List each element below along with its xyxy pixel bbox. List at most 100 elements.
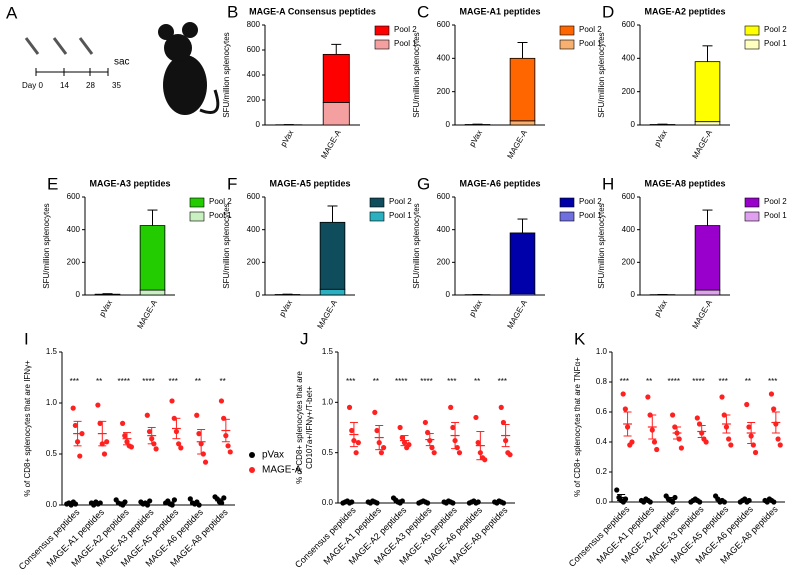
significance: *** bbox=[620, 377, 629, 386]
bar-segment bbox=[694, 61, 721, 123]
legend-swatch bbox=[189, 197, 205, 208]
significance: *** bbox=[768, 377, 777, 386]
data-point bbox=[429, 445, 435, 451]
error-bar bbox=[716, 498, 725, 503]
data-point bbox=[169, 398, 175, 404]
y-tick-label: 0 bbox=[256, 290, 261, 299]
data-point bbox=[97, 420, 103, 426]
error-bar bbox=[419, 500, 428, 504]
y-tick-label: 400 bbox=[622, 53, 636, 62]
bar-segment bbox=[319, 288, 346, 296]
syringe bbox=[78, 37, 94, 55]
legend-label: MAGE-A bbox=[262, 465, 302, 476]
data-point bbox=[77, 453, 83, 459]
data-point bbox=[353, 450, 359, 456]
legend-swatch bbox=[369, 211, 385, 222]
data-point bbox=[473, 414, 479, 421]
bar-segment bbox=[139, 289, 166, 296]
error-bar bbox=[702, 45, 713, 62]
error-bar bbox=[166, 501, 175, 505]
y-tick-label: 0.0 bbox=[596, 497, 608, 506]
legend-label: Pool 2 bbox=[579, 197, 602, 206]
y-axis-label: SFU/million splenocytes bbox=[412, 32, 421, 117]
legend-label: Pool 1 bbox=[389, 211, 412, 220]
error-bar bbox=[747, 422, 756, 444]
data-point bbox=[448, 404, 454, 410]
y-tick-label: 400 bbox=[247, 70, 261, 79]
data-point bbox=[187, 496, 193, 502]
error-bar bbox=[368, 500, 377, 504]
legend-swatch bbox=[559, 39, 575, 50]
legend-marker bbox=[249, 467, 255, 473]
error-bar bbox=[215, 498, 224, 502]
panel-letter: D bbox=[602, 2, 614, 21]
error-bar bbox=[517, 218, 528, 233]
error-bar bbox=[197, 429, 206, 455]
y-tick-label: 0.5 bbox=[322, 448, 334, 457]
significance: ** bbox=[195, 377, 201, 386]
data-point bbox=[744, 401, 750, 408]
legend-label: Pool 2 bbox=[209, 197, 232, 206]
event-label: sac bbox=[114, 57, 130, 68]
y-axis-label: SFU/million splenocytes bbox=[597, 32, 606, 117]
y-tick-label: 0 bbox=[446, 120, 451, 129]
y-tick-label: 200 bbox=[622, 87, 636, 96]
error-bar bbox=[617, 494, 626, 501]
x-tick-label: pVax bbox=[279, 129, 296, 149]
legend-swatch bbox=[374, 25, 390, 36]
data-point bbox=[372, 409, 378, 415]
data-point bbox=[614, 487, 620, 493]
error-bar bbox=[98, 420, 107, 447]
y-axis-label: SFU/million splenocytes bbox=[597, 203, 606, 288]
y-tick-label: 200 bbox=[622, 257, 636, 266]
y-tick-label: 0.8 bbox=[596, 377, 608, 386]
error-bar bbox=[91, 501, 100, 505]
y-tick-label: 200 bbox=[247, 257, 261, 266]
data-point bbox=[620, 391, 626, 397]
bar-segment bbox=[319, 221, 346, 290]
data-point bbox=[146, 428, 153, 435]
data-point bbox=[622, 406, 628, 412]
data-point bbox=[399, 434, 405, 441]
error-bar bbox=[331, 43, 342, 55]
chart-title: MAGE-A3 peptides bbox=[89, 178, 170, 188]
data-point bbox=[104, 439, 110, 445]
y-tick-label: 0.6 bbox=[596, 407, 608, 416]
data-point bbox=[349, 427, 355, 434]
y-tick-label: 600 bbox=[622, 192, 636, 201]
legend-swatch bbox=[744, 39, 760, 50]
legend-swatch bbox=[374, 39, 390, 50]
y-tick-label: 200 bbox=[247, 95, 261, 104]
error-bar bbox=[648, 414, 657, 440]
x-tick-label: MAGE-A bbox=[135, 298, 159, 330]
data-point bbox=[654, 446, 660, 453]
y-tick-label: 600 bbox=[437, 192, 451, 201]
data-point bbox=[422, 419, 428, 426]
legend-label: Pool 2 bbox=[579, 25, 602, 34]
data-point bbox=[72, 422, 78, 429]
legend-label: Pool 2 bbox=[394, 25, 417, 34]
bar-segment bbox=[694, 225, 721, 291]
data-point bbox=[719, 394, 725, 400]
bar-segment bbox=[694, 121, 721, 126]
bar-segment bbox=[509, 232, 536, 294]
bar-segment bbox=[139, 225, 166, 291]
y-axis-label: CD107a+/IFNγ+/T-bet+ bbox=[305, 386, 314, 469]
x-tick-label: MAGE-A bbox=[690, 298, 714, 330]
y-axis-label: SFU/million splenocytes bbox=[42, 203, 51, 288]
chart-title: MAGE-A6 peptides bbox=[459, 178, 540, 188]
significance: *** bbox=[719, 377, 728, 386]
data-point bbox=[768, 391, 775, 397]
error-bar bbox=[343, 500, 352, 504]
chart-title: MAGE-A2 peptides bbox=[644, 6, 725, 16]
significance: *** bbox=[346, 377, 355, 386]
significance: **** bbox=[420, 377, 432, 386]
error-bar bbox=[444, 500, 453, 504]
mouse-icon bbox=[158, 22, 220, 115]
legend-label: Pool 1 bbox=[579, 39, 602, 48]
error-bar bbox=[73, 420, 82, 447]
error-bar bbox=[172, 417, 181, 440]
x-tick-label: pVax bbox=[467, 129, 484, 149]
y-tick-label: 600 bbox=[622, 20, 636, 29]
y-axis-label: % of CD8+ splenocytes that are bbox=[295, 371, 304, 484]
